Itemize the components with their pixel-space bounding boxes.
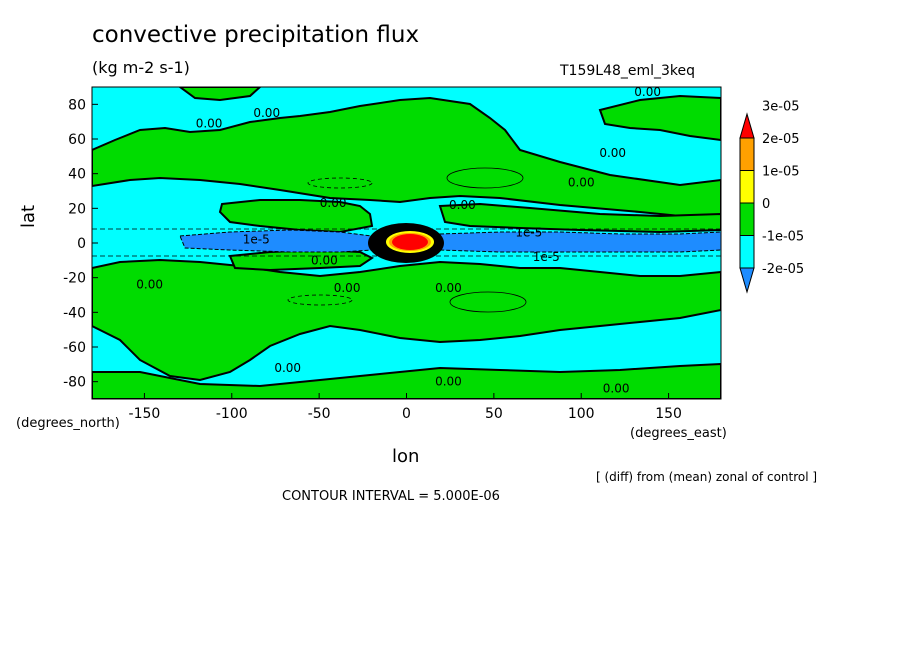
contour-label: 0.00 <box>334 281 361 295</box>
contour-label: 0.00 <box>274 361 301 375</box>
colorbar-label: -1e-05 <box>762 230 804 245</box>
x-axis-unit: (degrees_east) <box>630 426 727 441</box>
colorbar-label: 1e-05 <box>762 165 800 180</box>
x-axis-label: lon <box>392 446 420 467</box>
green-region-south-west-lobe <box>228 248 374 272</box>
y-tick-label: 20 <box>68 201 86 217</box>
y-tick-label: 60 <box>68 132 86 148</box>
contour-south-dashed <box>287 294 353 306</box>
green-region-south-main <box>92 258 721 382</box>
contour-labels: 0.00 0.00 0.00 0.00 0.00 0.00 0.00 1e-5 1e-5 1e-5… <box>136 85 661 396</box>
y-axis-label: lat <box>18 204 39 228</box>
blue-region-equatorial-east <box>439 231 721 253</box>
diff-note: [ (diff) from (mean) zonal of control ] <box>596 470 818 484</box>
contour-label: 0.00 <box>136 278 163 292</box>
contour-label: 0.00 <box>568 175 595 189</box>
green-region-northwest-cap <box>178 87 262 102</box>
y-tick-label: -20 <box>63 271 86 287</box>
y-tick-label: 40 <box>68 167 86 183</box>
contour-label: 0.00 <box>449 198 476 212</box>
contour-interval: CONTOUR INTERVAL = 5.000E-06 <box>282 489 500 504</box>
y-tick-label: -80 <box>63 375 86 391</box>
contour-label: 0.00 <box>603 382 630 396</box>
y-tick-label: -60 <box>63 340 86 356</box>
colorbar-segment <box>739 202 755 236</box>
x-tick-label: -100 <box>216 406 248 422</box>
y-tick-label: 80 <box>68 97 86 113</box>
colorbar-label: -2e-05 <box>762 262 804 277</box>
x-tick-label: -50 <box>308 406 331 422</box>
chart-units: (kg m-2 s-1) <box>92 58 190 77</box>
colorbar-segment <box>739 137 755 171</box>
chart-title: convective precipitation flux <box>92 22 420 48</box>
colorbar-segment <box>739 170 755 204</box>
x-tick-label: 0 <box>402 406 411 422</box>
contour-label: 0.00 <box>311 253 338 267</box>
contour-south-mid <box>449 291 527 313</box>
contour-label: 1e-5 <box>243 233 270 247</box>
contour-label: 1e-5 <box>515 226 542 240</box>
run-name: T159L48_eml_3keq <box>560 63 696 79</box>
x-tick-label: 100 <box>568 406 595 422</box>
contour-label: 0.00 <box>196 116 223 130</box>
green-region-north-west-lobe <box>218 199 374 234</box>
y-axis-ticks: -80 -60 -40 -20 0 20 40 60 80 <box>63 97 98 391</box>
y-axis-unit: (degrees_north) <box>16 416 120 431</box>
colorbar-arrow-high <box>739 112 755 139</box>
contour-label: 0.00 <box>435 281 462 295</box>
x-tick-label: 50 <box>485 406 503 422</box>
colorbar-label: 3e-05 <box>762 100 800 115</box>
colorbar-segment <box>739 235 755 269</box>
contour-label: 1e-5 <box>533 250 560 264</box>
x-tick-label: 150 <box>655 406 682 422</box>
x-tick-label: -150 <box>129 406 161 422</box>
x-axis-ticks: -150 -100 -50 0 50 100 150 <box>129 393 682 422</box>
y-tick-label: -40 <box>63 305 86 321</box>
contour-label: 0.00 <box>320 196 347 210</box>
green-region-south-pole <box>92 362 721 399</box>
y-tick-label: 0 <box>77 236 86 252</box>
peak-red-core <box>392 234 428 250</box>
contour-label: 0.00 <box>435 375 462 389</box>
contour-label: 0.00 <box>253 106 280 120</box>
contour-north-dashed <box>307 177 373 189</box>
contour-label: 0.00 <box>634 85 661 99</box>
green-region-north-main <box>92 96 721 222</box>
green-region-northeast-cap <box>598 94 721 142</box>
colorbar: -2e-05 -1e-05 0 1e-05 2e-05 3e-05 <box>739 100 804 294</box>
green-region-north-east-lobe <box>438 202 721 234</box>
colorbar-label: 2e-05 <box>762 132 800 147</box>
plot-area: 0.00 0.00 0.00 0.00 0.00 0.00 0.00 1e-5 1e-5 1e-5… <box>92 85 721 399</box>
contour-label: 0.00 <box>599 146 626 160</box>
colorbar-label: 0 <box>762 197 770 212</box>
contour-north-mid <box>446 167 524 189</box>
colorbar-arrow-low <box>739 267 755 294</box>
